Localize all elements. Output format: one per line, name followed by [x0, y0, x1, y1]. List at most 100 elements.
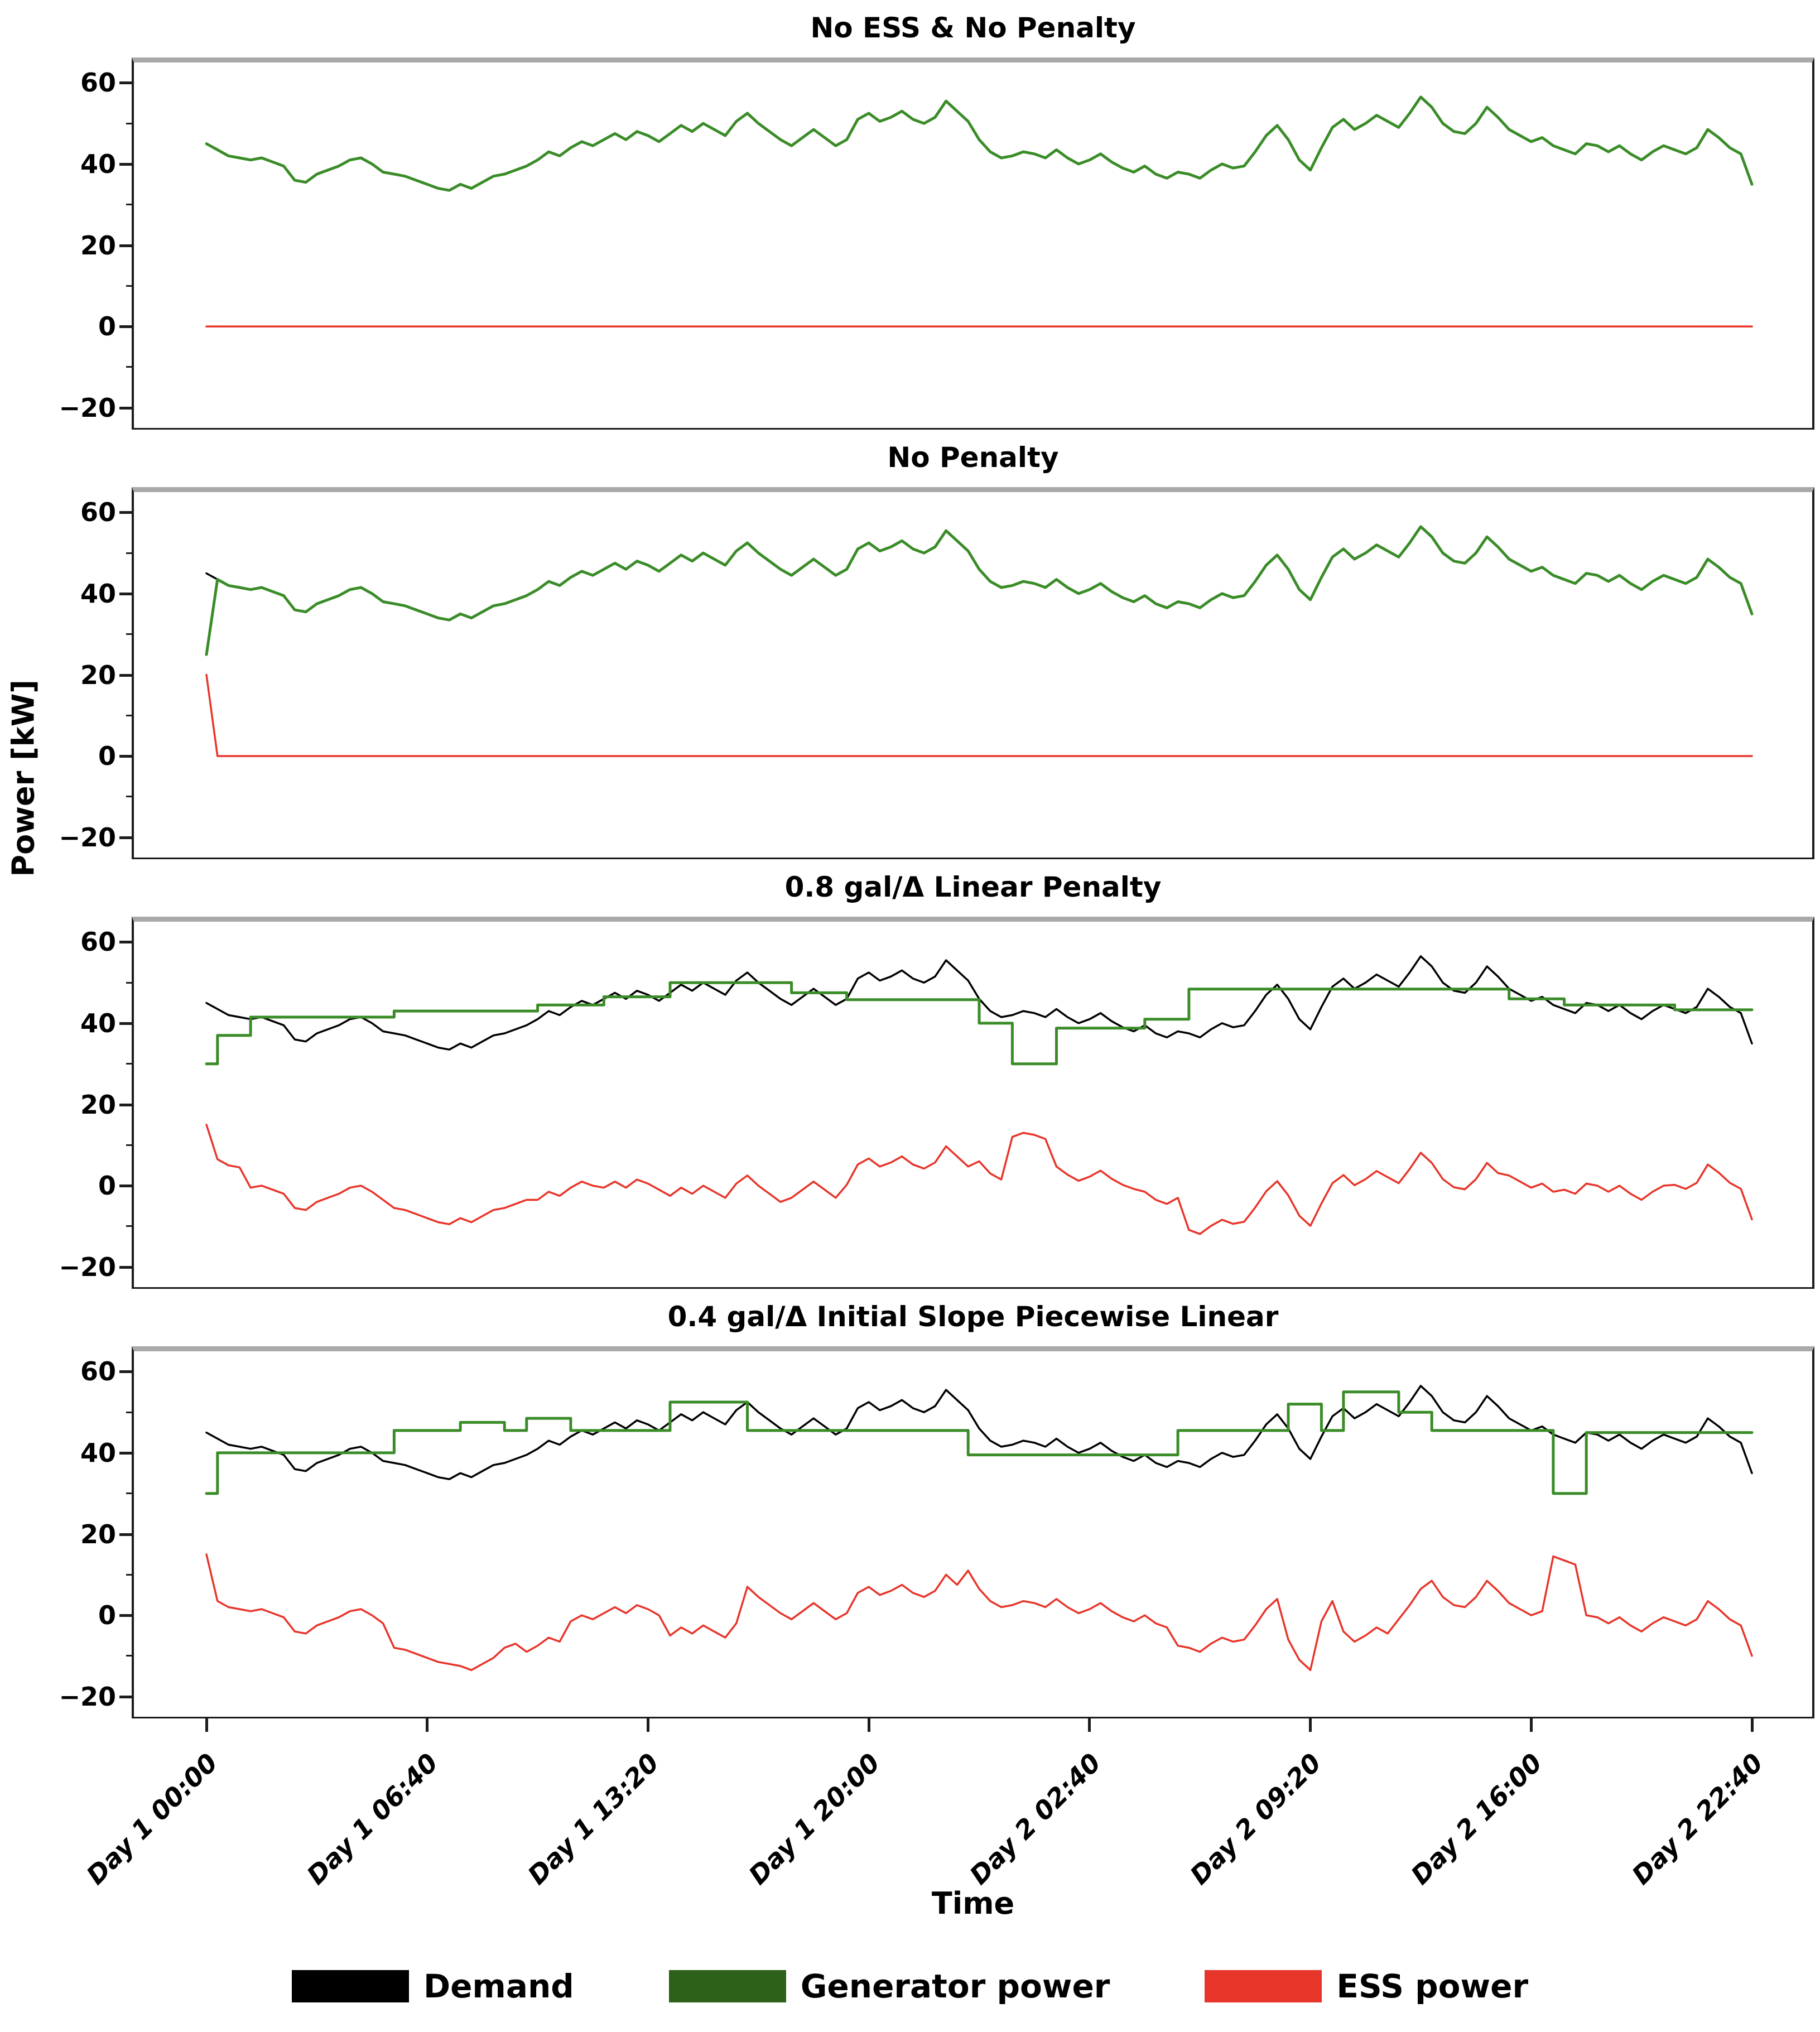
- panel-title: No Penalty: [887, 441, 1059, 474]
- y-tick-label: 40: [80, 148, 116, 179]
- chart-canvas: [205, 1385, 1754, 1672]
- y-tick-label: 60: [80, 927, 116, 957]
- y-tick-mark: [119, 81, 132, 85]
- y-tick-label: 20: [80, 1519, 116, 1549]
- legend-label: Generator power: [800, 1967, 1110, 2005]
- y-tick-mark: [119, 162, 132, 166]
- x-tick-mark: [1309, 1718, 1312, 1732]
- y-tick-mark: [119, 941, 132, 944]
- y-minor-tick-mark: [126, 1573, 133, 1576]
- chart-canvas: [205, 525, 1754, 757]
- y-tick-mark: [119, 1370, 132, 1374]
- y-tick-mark: [119, 1695, 132, 1698]
- y-minor-tick-mark: [126, 552, 133, 554]
- panel-no-penalty: No Penalty 60 40 20 0 −20: [0, 430, 1820, 859]
- y-minor-tick-mark: [126, 122, 133, 124]
- chart-canvas: [205, 95, 1754, 328]
- legend-item-generator: Generator power: [668, 1967, 1110, 2005]
- x-tick-mark: [1529, 1718, 1533, 1732]
- legend: Demand Generator power ESS power: [0, 1942, 1820, 2031]
- y-minor-tick-mark: [126, 1492, 133, 1495]
- legend-label: Demand: [423, 1967, 574, 2005]
- y-tick-mark: [119, 673, 132, 677]
- y-tick-label: −20: [59, 822, 116, 853]
- panel-title: 0.8 gal/Δ Linear Penalty: [784, 871, 1162, 903]
- y-tick-mark: [119, 1103, 132, 1106]
- y-tick-label: 0: [98, 1171, 116, 1201]
- panel-no-ess-no-penalty: No ESS & No Penalty 60 40 20 0 −20: [0, 0, 1820, 430]
- panel-piecewise-linear: 0.4 gal/Δ Initial Slope Piecewise Linear…: [0, 1289, 1820, 1718]
- y-tick-mark: [119, 1265, 132, 1269]
- y-tick-label: 0: [98, 741, 116, 772]
- y-tick-mark: [119, 592, 132, 595]
- y-tick-label: 60: [80, 1356, 116, 1387]
- x-axis: Day 1 00:00 Day 1 06:40 Day 1 13:20 Day …: [0, 1718, 1820, 1942]
- y-tick-label: 40: [80, 578, 116, 609]
- y-tick-mark: [119, 1533, 132, 1536]
- y-minor-tick-mark: [126, 981, 133, 984]
- plot-area: [132, 487, 1814, 859]
- panel-linear-penalty: 0.8 gal/Δ Linear Penalty 60 40 20 0 −20: [0, 859, 1820, 1289]
- y-tick-mark: [119, 325, 132, 329]
- x-tick-mark: [426, 1718, 429, 1732]
- y-tick-label: 0: [98, 1600, 116, 1631]
- y-tick-mark: [119, 511, 132, 514]
- x-tick-label: Day 2 16:00: [1405, 1747, 1548, 1891]
- y-tick-mark: [119, 244, 132, 247]
- x-axis-title: Time: [931, 1886, 1015, 1921]
- y-minor-tick-mark: [126, 1411, 133, 1413]
- x-tick-label: Day 1 13:20: [522, 1747, 665, 1891]
- panel-title: 0.4 gal/Δ Initial Slope Piecewise Linear: [667, 1301, 1279, 1333]
- y-minor-tick-mark: [126, 714, 133, 716]
- y-tick-label: 40: [80, 1437, 116, 1468]
- y-tick-mark: [119, 406, 132, 410]
- x-tick-label: Day 1 20:00: [743, 1747, 886, 1891]
- y-tick-label: 20: [80, 659, 116, 690]
- x-tick-mark: [867, 1718, 870, 1732]
- y-tick-mark: [119, 836, 132, 839]
- y-tick-label: 20: [80, 230, 116, 261]
- chart-canvas: [205, 955, 1754, 1235]
- y-tick-label: 60: [80, 68, 116, 98]
- plot-area: [132, 57, 1814, 430]
- y-minor-tick-mark: [126, 633, 133, 635]
- x-tick-mark: [1750, 1718, 1754, 1732]
- panel-title: No ESS & No Penalty: [810, 12, 1136, 44]
- y-tick-mark: [119, 1614, 132, 1617]
- x-tick-label: Day 2 22:40: [1626, 1747, 1769, 1891]
- legend-item-ess: ESS power: [1205, 1967, 1528, 2005]
- y-tick-label: −20: [59, 392, 116, 423]
- generator-swatch: [668, 1970, 786, 2002]
- x-tick-mark: [1088, 1718, 1091, 1732]
- y-tick-label: 0: [98, 311, 116, 342]
- x-tick-label: Day 2 09:20: [1184, 1747, 1327, 1891]
- demand-swatch: [291, 1970, 409, 2002]
- y-tick-mark: [119, 1451, 132, 1455]
- y-tick-mark: [119, 1022, 132, 1025]
- y-tick-label: 40: [80, 1008, 116, 1038]
- legend-label: ESS power: [1336, 1967, 1529, 2005]
- legend-item-demand: Demand: [291, 1967, 574, 2005]
- y-tick-mark: [119, 1184, 132, 1188]
- y-tick-label: −20: [59, 1251, 116, 1282]
- x-tick-mark: [646, 1718, 649, 1732]
- y-tick-label: 20: [80, 1089, 116, 1120]
- y-minor-tick-mark: [126, 204, 133, 206]
- y-minor-tick-mark: [126, 366, 133, 368]
- y-tick-label: −20: [59, 1681, 116, 1712]
- y-minor-tick-mark: [126, 285, 133, 287]
- y-tick-label: 60: [80, 497, 116, 528]
- y-minor-tick-mark: [126, 1144, 133, 1146]
- y-minor-tick-mark: [126, 1655, 133, 1657]
- y-minor-tick-mark: [126, 1225, 133, 1227]
- y-tick-mark: [119, 755, 132, 758]
- x-tick-label: Day 1 00:00: [80, 1747, 224, 1891]
- plot-area: [132, 917, 1814, 1289]
- y-minor-tick-mark: [126, 1063, 133, 1065]
- x-tick-label: Day 1 06:40: [301, 1747, 444, 1891]
- plot-area: [132, 1346, 1814, 1718]
- ess-swatch: [1205, 1970, 1322, 2002]
- y-minor-tick-mark: [126, 796, 133, 798]
- x-tick-mark: [205, 1718, 208, 1732]
